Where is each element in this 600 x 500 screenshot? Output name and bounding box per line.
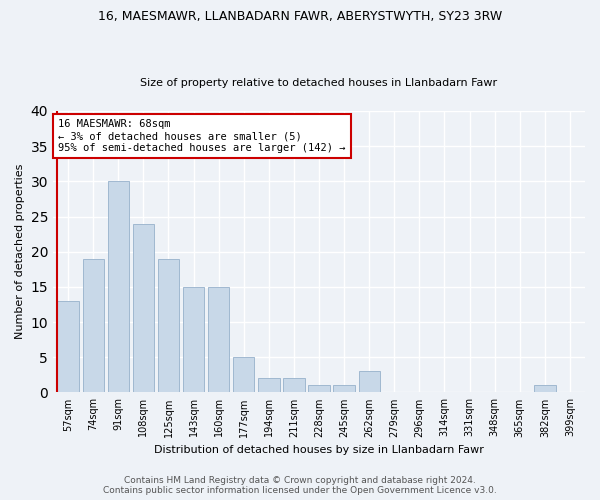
- Bar: [334, 386, 355, 392]
- Bar: [107, 182, 129, 392]
- Text: 16 MAESMAWR: 68sqm
← 3% of detached houses are smaller (5)
95% of semi-detached : 16 MAESMAWR: 68sqm ← 3% of detached hous…: [58, 120, 346, 152]
- Bar: [359, 372, 380, 392]
- Text: 16, MAESMAWR, LLANBADARN FAWR, ABERYSTWYTH, SY23 3RW: 16, MAESMAWR, LLANBADARN FAWR, ABERYSTWY…: [98, 10, 502, 23]
- Bar: [258, 378, 280, 392]
- Bar: [158, 259, 179, 392]
- Bar: [83, 259, 104, 392]
- Bar: [283, 378, 305, 392]
- Bar: [208, 287, 229, 393]
- Bar: [58, 301, 79, 392]
- Bar: [133, 224, 154, 392]
- Bar: [534, 386, 556, 392]
- Bar: [308, 386, 329, 392]
- Text: Contains HM Land Registry data © Crown copyright and database right 2024.
Contai: Contains HM Land Registry data © Crown c…: [103, 476, 497, 495]
- Title: Size of property relative to detached houses in Llanbadarn Fawr: Size of property relative to detached ho…: [140, 78, 497, 88]
- Bar: [183, 287, 204, 393]
- Bar: [233, 358, 254, 392]
- X-axis label: Distribution of detached houses by size in Llanbadarn Fawr: Distribution of detached houses by size …: [154, 445, 484, 455]
- Y-axis label: Number of detached properties: Number of detached properties: [15, 164, 25, 340]
